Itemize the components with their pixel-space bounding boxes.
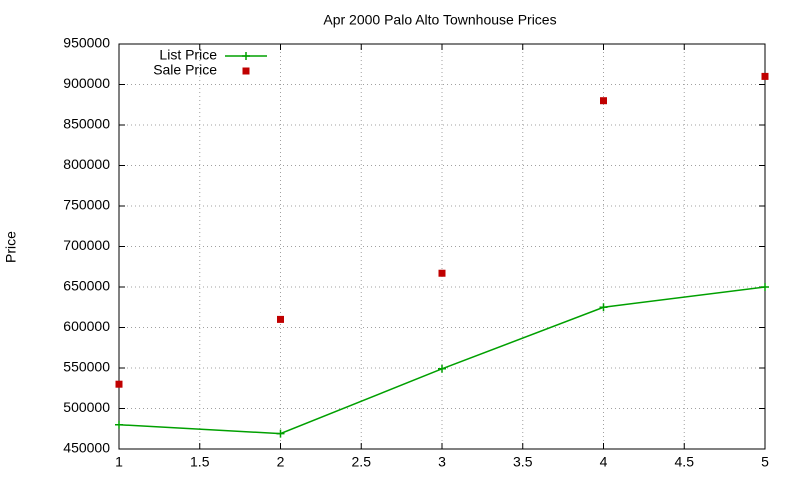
y-tick-label: 900000 (63, 75, 110, 91)
data-point (438, 364, 446, 373)
data-point (599, 303, 608, 312)
y-tick-label: 850000 (63, 116, 110, 132)
y-tick-label: 800000 (63, 156, 110, 172)
data-point (115, 420, 123, 429)
x-tick-label: 3.5 (513, 454, 533, 470)
y-tick-label: 750000 (63, 197, 110, 213)
legend-swatch (242, 67, 250, 75)
chart-title: Apr 2000 Palo Alto Townhouse Prices (323, 12, 556, 28)
legend-swatch (242, 52, 250, 60)
data-point (600, 97, 607, 105)
x-tick-label: 1 (115, 454, 123, 470)
legend-label: List Price (159, 47, 217, 63)
x-tick-label: 2.5 (352, 454, 372, 470)
y-tick-label: 650000 (63, 278, 110, 294)
data-point (276, 429, 285, 438)
y-tick-label: 500000 (63, 399, 110, 415)
data-point (115, 380, 123, 388)
x-tick-label: 2 (277, 454, 285, 470)
x-tick-label: 4.5 (675, 454, 695, 470)
data-point (761, 72, 769, 80)
y-tick-label: 450000 (63, 440, 110, 456)
x-tick-label: 3 (438, 454, 446, 470)
x-tick-label: 5 (761, 454, 769, 470)
data-point (277, 315, 284, 323)
y-tick-label: 700000 (63, 237, 110, 253)
legend-label: Sale Price (153, 62, 217, 78)
x-tick-label: 1.5 (190, 454, 210, 470)
plot-border (118, 43, 766, 450)
y-tick-label: 550000 (63, 359, 110, 375)
x-tick-label: 4 (600, 454, 608, 470)
y-axis-label: Price (3, 231, 19, 263)
data-point (438, 269, 446, 277)
y-tick-label: 600000 (63, 318, 110, 334)
y-tick-label: 950000 (63, 35, 110, 51)
data-point (761, 283, 769, 291)
